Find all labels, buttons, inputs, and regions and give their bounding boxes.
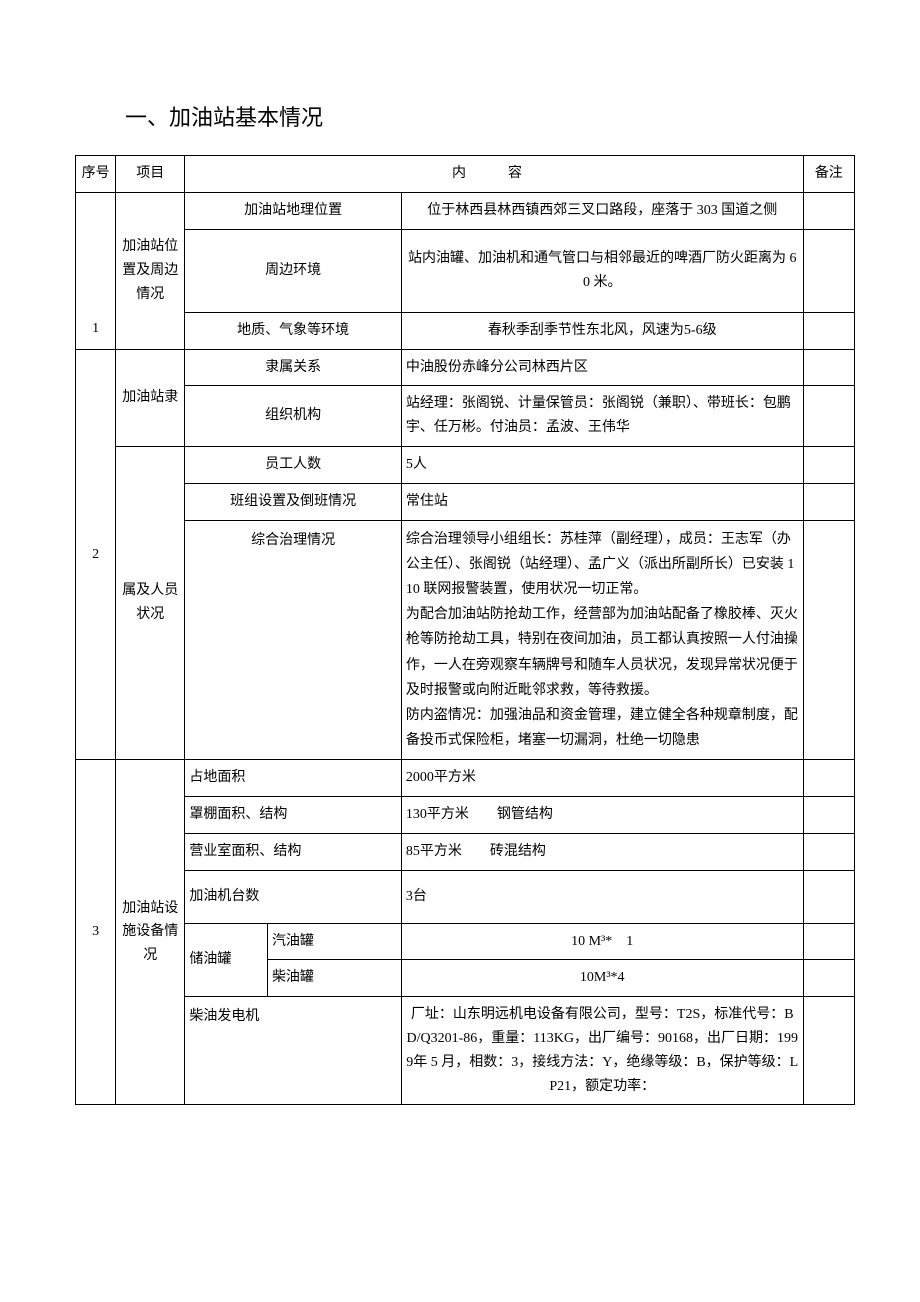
proj-3: 加油站设施设备情况 — [116, 760, 185, 1105]
cell-label: 罩棚面积、结构 — [185, 797, 402, 834]
table-header-row: 序号 项目 内 容 备注 — [76, 156, 855, 193]
table-row: 地质、气象等环境 春秋季刮季节性东北风，风速为5-6级 — [76, 312, 855, 349]
cell-value: 2000平方米 — [401, 760, 803, 797]
cell-note — [803, 386, 854, 447]
hdr-note: 备注 — [803, 156, 854, 193]
table-row: 储油罐 汽油罐 10 M³* 1 — [76, 923, 855, 960]
cell-note — [803, 833, 854, 870]
cell-label: 地质、气象等环境 — [185, 312, 402, 349]
diesel-label: 柴油罐 — [267, 960, 401, 997]
table-row: 1 加油站位置及周边情况 加油站地理位置 位于林西县林西镇西郊三叉口路段，座落于… — [76, 192, 855, 229]
hdr-seq: 序号 — [76, 156, 116, 193]
table-row: 3 加油站设施设备情况 占地面积 2000平方米 — [76, 760, 855, 797]
cell-label: 周边环境 — [185, 229, 402, 312]
proj-2a: 加油站隶 — [116, 349, 185, 446]
cell-label: 占地面积 — [185, 760, 402, 797]
gas-value: 10 M³* 1 — [401, 923, 803, 960]
cell-note — [803, 483, 854, 520]
cell-note — [803, 870, 854, 923]
proj-2b: 属及人员状况 — [116, 446, 185, 759]
cell-value: 中油股份赤峰分公司林西片区 — [401, 349, 803, 386]
table-row: 罩棚面积、结构 130平方米 钢管结构 — [76, 797, 855, 834]
cell-value: 站经理：张阁锐、计量保管员：张阁锐（兼职）、带班长：包鹏宇、任万彬。付油员：孟波… — [401, 386, 803, 447]
seq-3: 3 — [76, 760, 116, 1105]
hdr-proj: 项目 — [116, 156, 185, 193]
cell-note — [803, 446, 854, 483]
table-row: 加油机台数 3台 — [76, 870, 855, 923]
hdr-content: 内 容 — [185, 156, 803, 193]
cell-note — [803, 797, 854, 834]
cell-note — [803, 349, 854, 386]
cell-label: 员工人数 — [185, 446, 402, 483]
cell-value: 位于林西县林西镇西郊三叉口路段，座落于 303 国道之侧 — [401, 192, 803, 229]
cell-value: 130平方米 钢管结构 — [401, 797, 803, 834]
table-row: 柴油发电机 厂址：山东明远机电设备有限公司，型号：T2S，标准代号：BD/Q32… — [76, 997, 855, 1105]
cell-label: 综合治理情况 — [185, 520, 402, 760]
cell-value: 春秋季刮季节性东北风，风速为5-6级 — [401, 312, 803, 349]
table-row: 营业室面积、结构 85平方米 砖混结构 — [76, 833, 855, 870]
cell-label: 隶属关系 — [185, 349, 402, 386]
seq-1: 1 — [76, 192, 116, 349]
cell-note — [803, 997, 854, 1105]
cell-value: 5人 — [401, 446, 803, 483]
cell-label: 组织机构 — [185, 386, 402, 447]
table-row: 属及人员状况 员工人数 5人 — [76, 446, 855, 483]
gas-label: 汽油罐 — [267, 923, 401, 960]
cell-label: 加油机台数 — [185, 870, 402, 923]
diesel-value: 10M³*4 — [401, 960, 803, 997]
table-row: 综合治理情况 综合治理领导小组组长：苏桂萍（副经理），成员：王志军（办公主任）、… — [76, 520, 855, 760]
cell-label: 加油站地理位置 — [185, 192, 402, 229]
gen-value: 厂址：山东明远机电设备有限公司，型号：T2S，标准代号：BD/Q3201-86，… — [401, 997, 803, 1105]
cell-note — [803, 960, 854, 997]
cell-note — [803, 312, 854, 349]
table-row: 周边环境 站内油罐、加油机和通气管口与相邻最近的啤酒厂防火距离为 60 米。 — [76, 229, 855, 312]
page-title: 一、加油站基本情况 — [125, 100, 850, 135]
cell-value: 85平方米 砖混结构 — [401, 833, 803, 870]
cell-value: 3台 — [401, 870, 803, 923]
basic-info-table: 序号 项目 内 容 备注 1 加油站位置及周边情况 加油站地理位置 位于林西县林… — [75, 155, 855, 1105]
table-row: 组织机构 站经理：张阁锐、计量保管员：张阁锐（兼职）、带班长：包鹏宇、任万彬。付… — [76, 386, 855, 447]
cell-value: 常住站 — [401, 483, 803, 520]
seq-2: 2 — [76, 349, 116, 760]
cell-label: 营业室面积、结构 — [185, 833, 402, 870]
tank-label: 储油罐 — [185, 923, 268, 997]
cell-note — [803, 520, 854, 760]
cell-note — [803, 923, 854, 960]
gen-label: 柴油发电机 — [185, 997, 402, 1105]
cell-label: 班组设置及倒班情况 — [185, 483, 402, 520]
cell-note — [803, 229, 854, 312]
cell-note — [803, 760, 854, 797]
table-row: 2 加油站隶 隶属关系 中油股份赤峰分公司林西片区 — [76, 349, 855, 386]
table-row: 班组设置及倒班情况 常住站 — [76, 483, 855, 520]
cell-value: 站内油罐、加油机和通气管口与相邻最近的啤酒厂防火距离为 60 米。 — [401, 229, 803, 312]
cell-note — [803, 192, 854, 229]
cell-value: 综合治理领导小组组长：苏桂萍（副经理），成员：王志军（办公主任）、张阁锐（站经理… — [401, 520, 803, 760]
proj-1: 加油站位置及周边情况 — [116, 192, 185, 349]
